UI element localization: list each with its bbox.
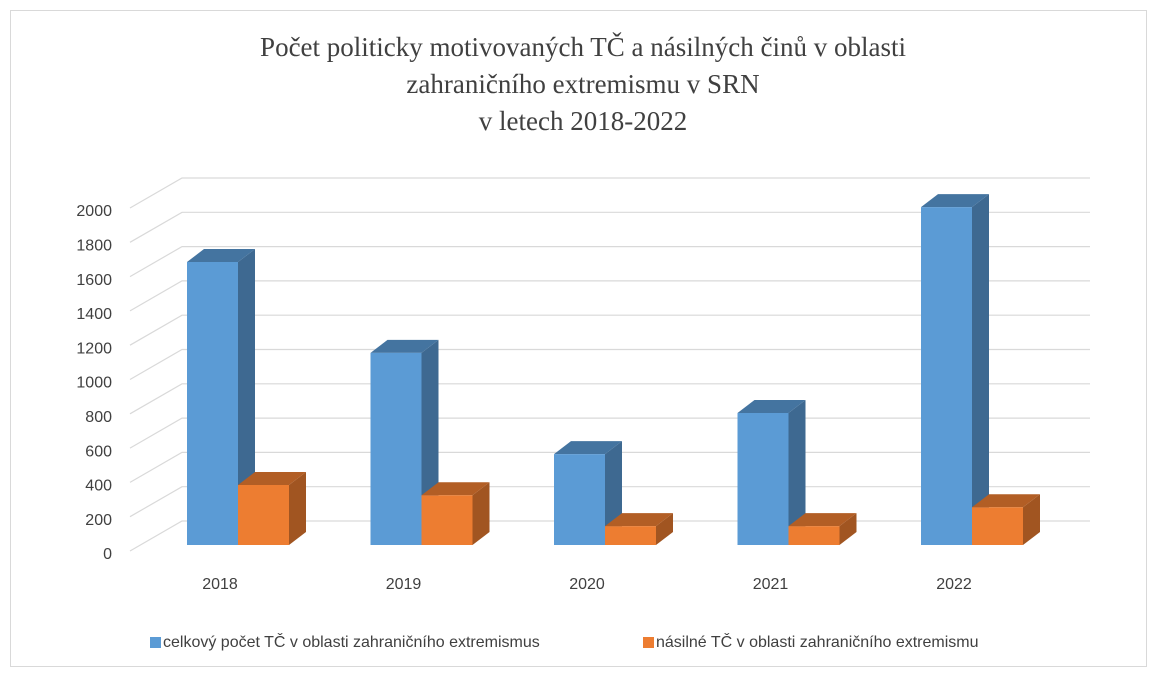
bar-side bbox=[839, 513, 857, 545]
bar bbox=[605, 513, 673, 545]
y-tick-label: 1000 bbox=[76, 375, 112, 392]
bar-front bbox=[788, 526, 840, 545]
bar-top bbox=[788, 513, 857, 527]
grid-line bbox=[129, 211, 1090, 243]
bar bbox=[788, 513, 857, 545]
y-tick-label: 1200 bbox=[76, 340, 112, 357]
bar-top bbox=[238, 471, 306, 485]
bar-top bbox=[921, 194, 989, 208]
bar-side bbox=[972, 194, 989, 545]
y-tick-label: 0 bbox=[103, 546, 112, 563]
bar-top bbox=[737, 399, 806, 413]
bar bbox=[187, 249, 255, 545]
bar-front bbox=[238, 484, 289, 545]
bar-top bbox=[421, 482, 490, 496]
x-tick-label: 2021 bbox=[753, 576, 789, 593]
grid-line bbox=[129, 246, 1090, 278]
legend-swatch bbox=[150, 637, 161, 648]
bar bbox=[421, 482, 490, 545]
bar-top bbox=[187, 249, 255, 263]
legend-label: celkový počet TČ v oblasti zahraničního … bbox=[163, 632, 540, 651]
bar-front bbox=[187, 262, 238, 545]
x-tick-label: 2020 bbox=[569, 576, 605, 593]
chart-title: Počet politicky motivovaných TČ a násiln… bbox=[260, 32, 906, 136]
bar-front bbox=[921, 207, 972, 545]
bar-front bbox=[554, 454, 605, 545]
y-tick-label: 1800 bbox=[76, 238, 112, 255]
y-tick-label: 1400 bbox=[76, 306, 112, 323]
y-tick-label: 200 bbox=[85, 512, 112, 529]
bar-side bbox=[472, 482, 490, 545]
bar bbox=[554, 441, 622, 545]
grid-line bbox=[129, 383, 1090, 415]
y-tick-label: 600 bbox=[85, 443, 112, 460]
bar-side bbox=[788, 399, 806, 545]
bar bbox=[238, 471, 306, 545]
grid-line bbox=[129, 280, 1090, 312]
bar-side bbox=[656, 513, 673, 545]
bar-top bbox=[972, 494, 1040, 508]
grid-line bbox=[129, 314, 1090, 346]
y-tick-label: 400 bbox=[85, 478, 112, 495]
bar-top bbox=[554, 441, 622, 455]
bar-front bbox=[605, 526, 656, 545]
grid-line bbox=[129, 348, 1090, 381]
bar-top bbox=[605, 513, 673, 527]
bar-side bbox=[238, 249, 255, 545]
grid-line bbox=[129, 177, 1090, 209]
y-tick-label: 2000 bbox=[76, 203, 112, 220]
legend-swatch bbox=[643, 637, 654, 648]
y-tick-label: 1600 bbox=[76, 272, 112, 289]
bar-front bbox=[370, 352, 422, 545]
bar bbox=[972, 494, 1040, 545]
bar-side bbox=[1023, 494, 1040, 545]
bar bbox=[921, 194, 989, 545]
bar-front bbox=[421, 495, 473, 545]
x-tick-label: 2018 bbox=[202, 576, 238, 593]
y-tick-label: 800 bbox=[85, 409, 112, 426]
legend-label: násilné TČ v oblasti zahraničního extrem… bbox=[656, 632, 979, 651]
bar bbox=[737, 399, 806, 545]
bar-front bbox=[972, 507, 1023, 545]
bar-top bbox=[370, 339, 439, 353]
bar-front bbox=[737, 412, 789, 545]
x-tick-label: 2022 bbox=[936, 576, 972, 593]
x-tick-label: 2019 bbox=[386, 576, 422, 593]
bar-side bbox=[289, 471, 306, 545]
